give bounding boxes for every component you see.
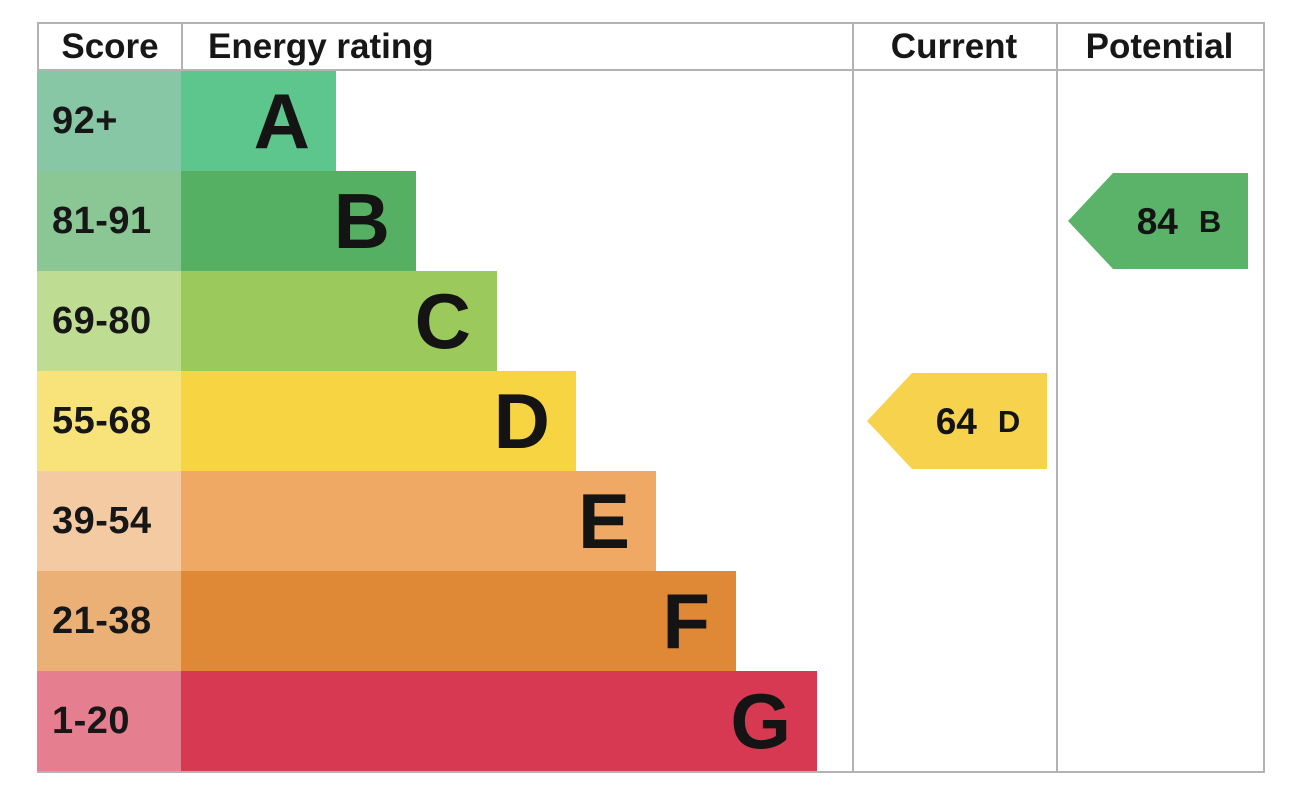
band-row: 81-91 B xyxy=(37,171,1263,271)
band-bar: C xyxy=(181,271,497,371)
header-potential: Potential xyxy=(1085,27,1234,66)
band-row: 21-38 F xyxy=(37,571,1263,671)
epc-header-row: Score Energy rating Current Potential xyxy=(37,22,1265,71)
band-bar: A xyxy=(181,71,336,171)
potential-score-value: 84 xyxy=(1136,200,1178,242)
band-letter: D xyxy=(493,377,550,465)
potential-rating-arrow: 84 B xyxy=(1068,173,1248,269)
header-energy-rating: Energy rating xyxy=(208,27,434,66)
potential-band-letter: B xyxy=(1198,203,1222,239)
current-band-letter: D xyxy=(997,403,1021,439)
current-score-value: 64 xyxy=(935,400,977,442)
band-letter: B xyxy=(333,177,390,265)
band-letter: F xyxy=(662,577,710,665)
score-range-label: 39-54 xyxy=(52,499,152,542)
epc-body: 92+ A 81-91 B 69-80 C 55-68 D 39-54 E 21… xyxy=(37,71,1265,773)
score-range-label: 69-80 xyxy=(52,299,152,342)
band-score-range: 21-38 xyxy=(37,571,181,671)
band-score-range: 39-54 xyxy=(37,471,181,571)
divider-rating-current xyxy=(852,22,854,773)
band-row: 55-68 D xyxy=(37,371,1263,471)
band-score-range: 92+ xyxy=(37,71,181,171)
score-range-label: 1-20 xyxy=(52,699,131,742)
current-rating-arrow: 64 D xyxy=(867,373,1047,469)
band-letter: G xyxy=(730,677,791,765)
band-bar: B xyxy=(181,171,416,271)
band-row: 39-54 E xyxy=(37,471,1263,571)
band-letter: A xyxy=(253,77,310,165)
band-row: 1-20 G xyxy=(37,671,1263,771)
band-letter: C xyxy=(414,277,471,365)
band-row: 92+ A xyxy=(37,71,1263,171)
score-range-label: 55-68 xyxy=(52,399,152,442)
band-letter: E xyxy=(577,477,630,565)
divider-current-potential xyxy=(1056,22,1058,773)
band-score-range: 69-80 xyxy=(37,271,181,371)
band-score-range: 81-91 xyxy=(37,171,181,271)
band-score-range: 1-20 xyxy=(37,671,181,771)
score-range-label: 81-91 xyxy=(52,199,152,242)
score-range-label: 92+ xyxy=(52,99,118,142)
score-range-label: 21-38 xyxy=(52,599,152,642)
band-bar: G xyxy=(181,671,817,771)
band-bar: E xyxy=(181,471,656,571)
band-bar: F xyxy=(181,571,736,671)
epc-rating-chart: Score Energy rating Current Potential 92… xyxy=(37,22,1265,773)
header-score: Score xyxy=(61,27,159,66)
band-score-range: 55-68 xyxy=(37,371,181,471)
band-row: 69-80 C xyxy=(37,271,1263,371)
divider-score-rating xyxy=(181,22,183,71)
band-bar: D xyxy=(181,371,576,471)
header-current: Current xyxy=(890,27,1018,66)
